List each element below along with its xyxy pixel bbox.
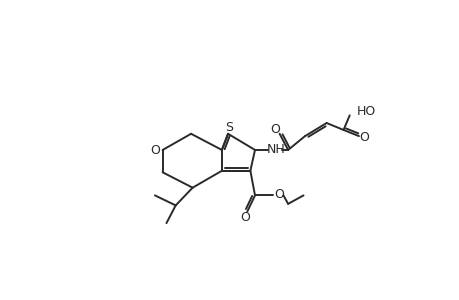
Text: O: O	[269, 123, 280, 136]
Text: S: S	[224, 121, 232, 134]
Text: HO: HO	[356, 105, 375, 118]
Text: NH: NH	[266, 143, 285, 157]
Text: O: O	[274, 188, 283, 201]
Text: O: O	[358, 131, 369, 144]
Text: O: O	[240, 211, 249, 224]
Text: O: O	[150, 144, 159, 157]
